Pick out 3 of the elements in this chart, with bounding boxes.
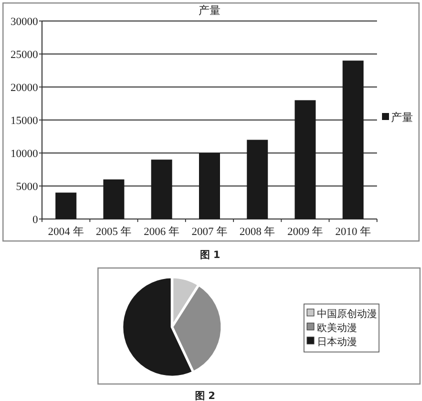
caption: 图 1 bbox=[200, 250, 220, 261]
title: 产量 bbox=[198, 5, 220, 17]
caption: 图 2 bbox=[194, 391, 216, 401]
